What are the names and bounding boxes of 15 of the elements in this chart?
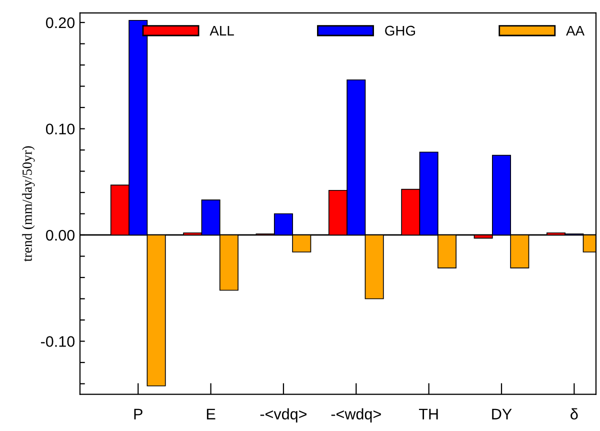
x-tick-label: -<wdq>: [331, 408, 381, 422]
y-tick-label: 0.20: [46, 17, 75, 28]
legend-label: AA: [566, 26, 585, 36]
x-tick-label: DY: [492, 408, 512, 420]
y-tick-label: 0.00: [46, 230, 75, 241]
x-tick-label: P: [134, 408, 142, 420]
legend-label: ALL: [210, 26, 234, 36]
x-tick-label: -<vdq>: [260, 408, 307, 422]
y-tick-label: 0.10: [46, 124, 75, 134]
y-tick-label: -0.10: [40, 336, 75, 347]
x-tick-label: δ: [570, 408, 578, 420]
legend-label: GHG: [385, 26, 415, 36]
x-tick-label: E: [206, 408, 216, 420]
y-axis-title: trend (mm/day/50yr): [22, 146, 35, 262]
x-tick-label: TH: [418, 408, 438, 420]
